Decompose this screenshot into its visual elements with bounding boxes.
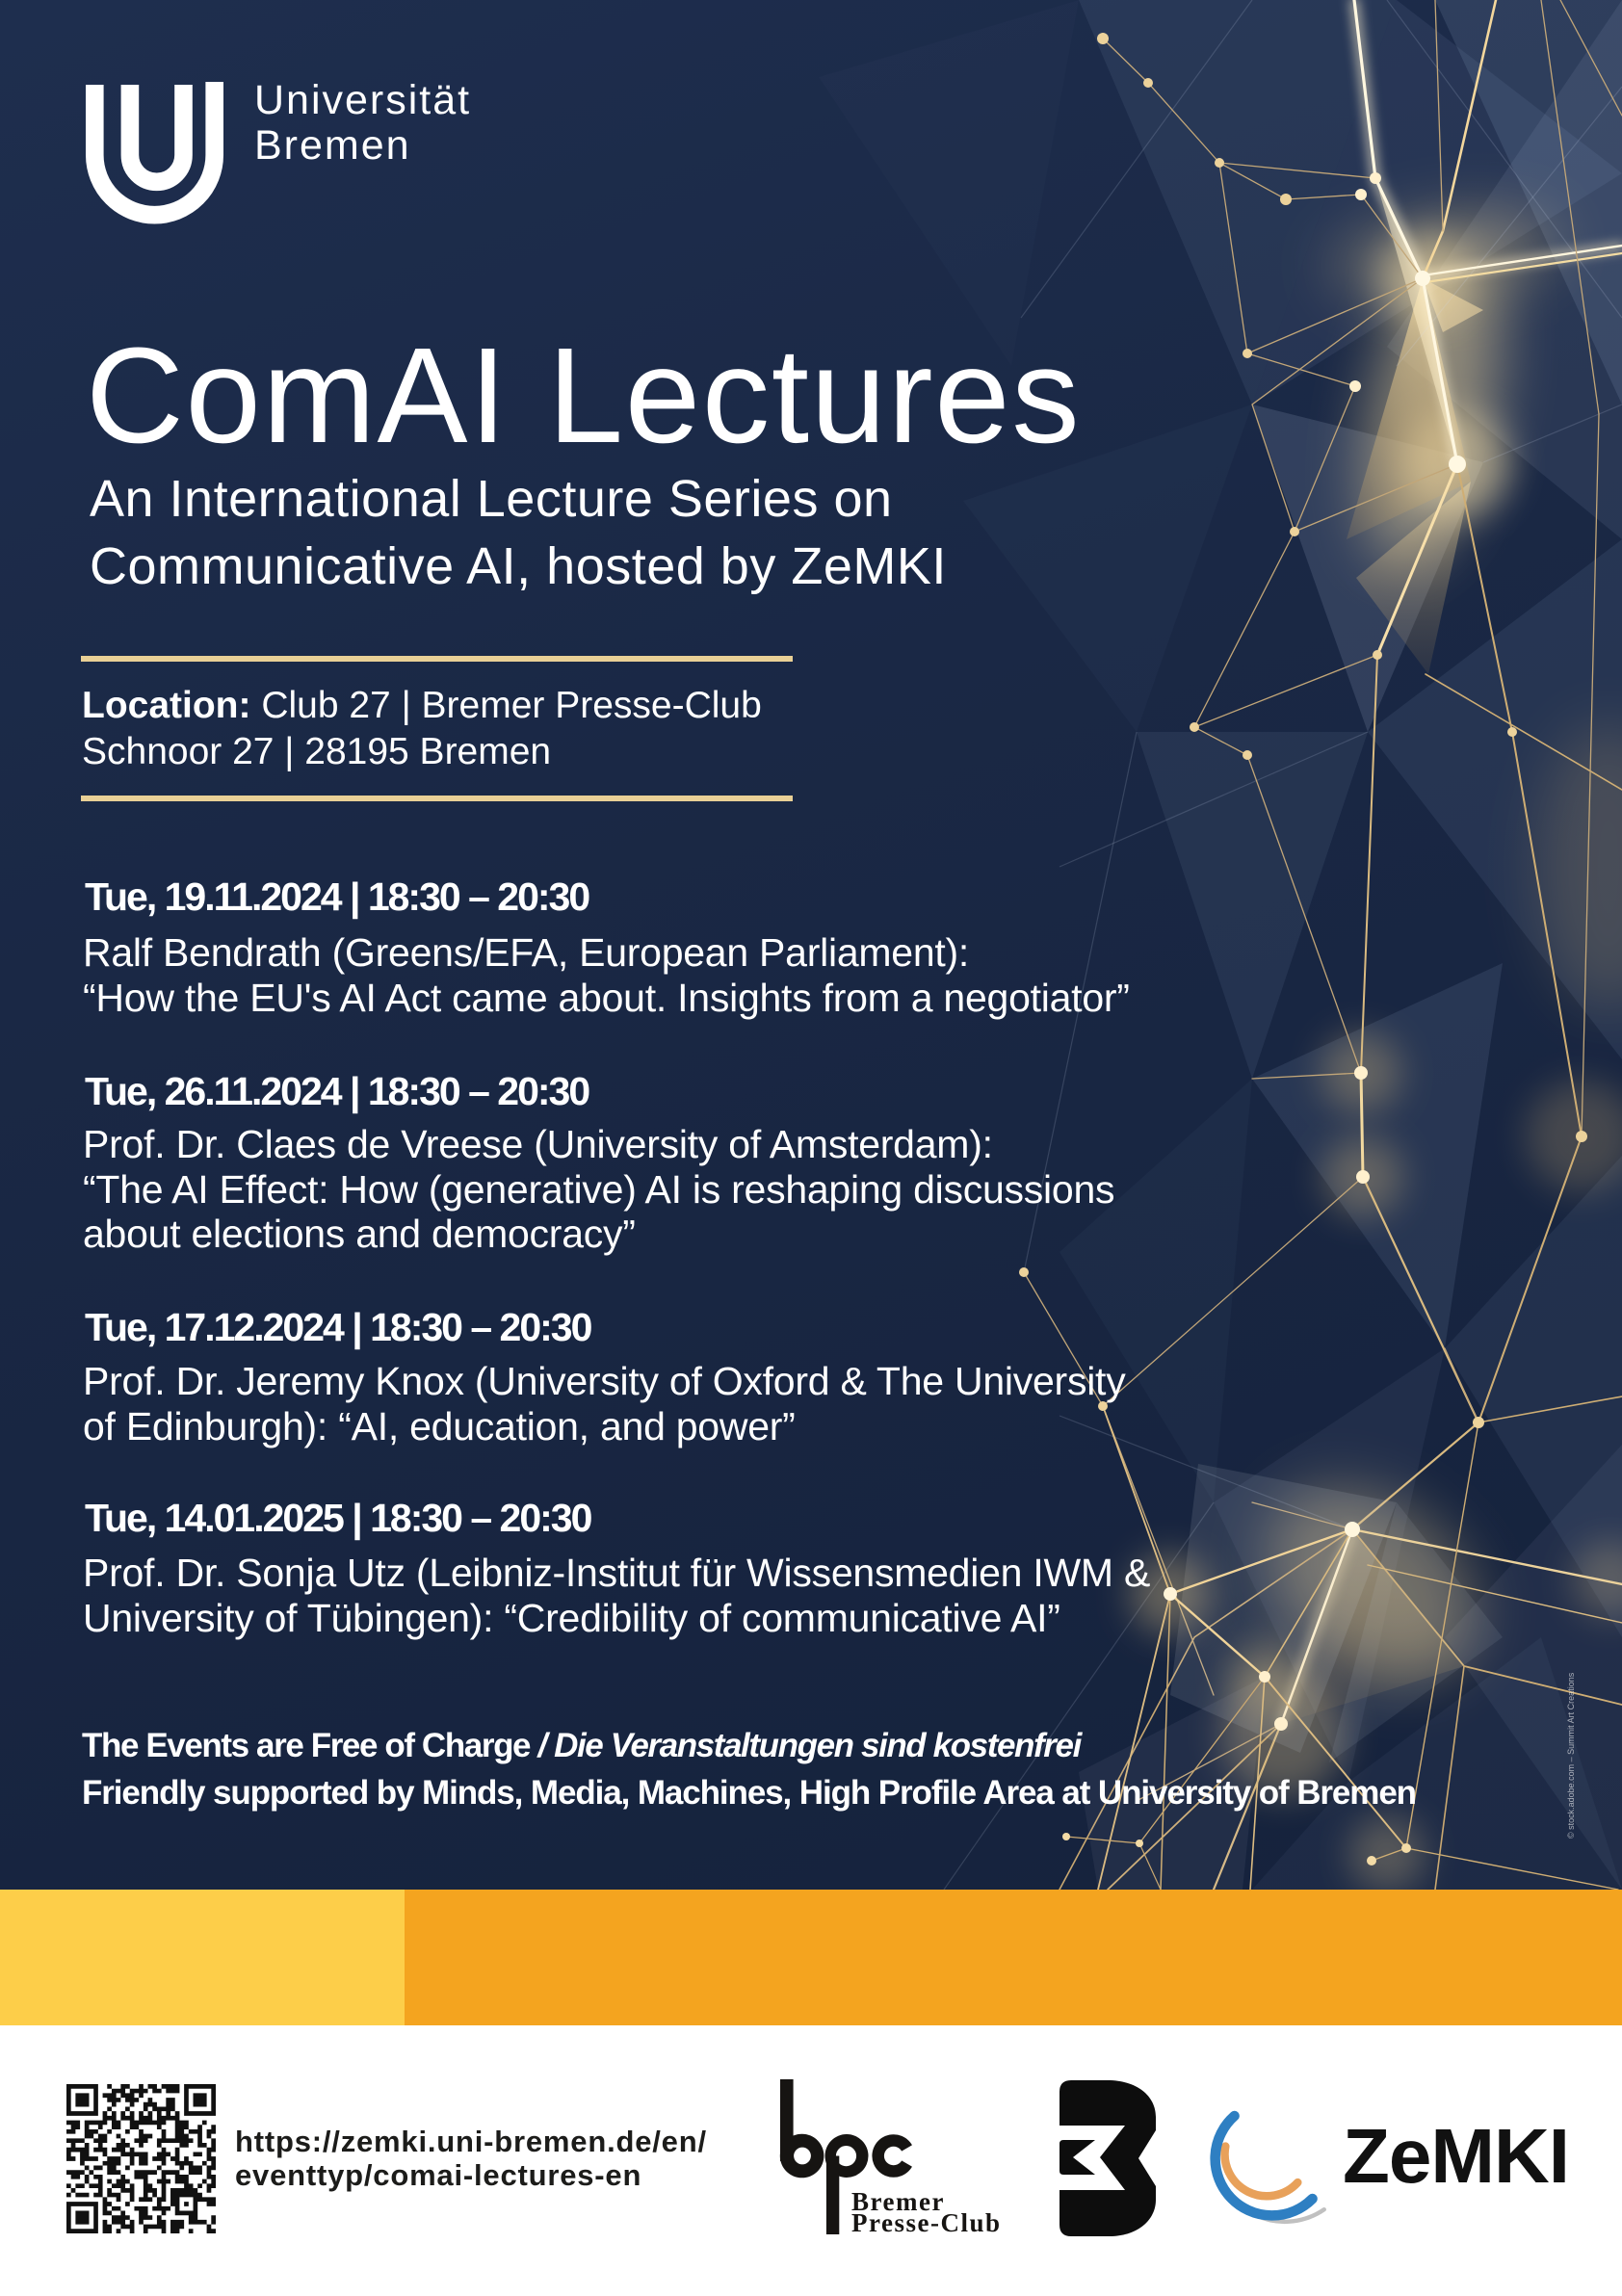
svg-text:Presse-Club: Presse-Club (851, 2208, 1002, 2237)
svg-text:Bremer: Bremer (851, 2187, 945, 2216)
